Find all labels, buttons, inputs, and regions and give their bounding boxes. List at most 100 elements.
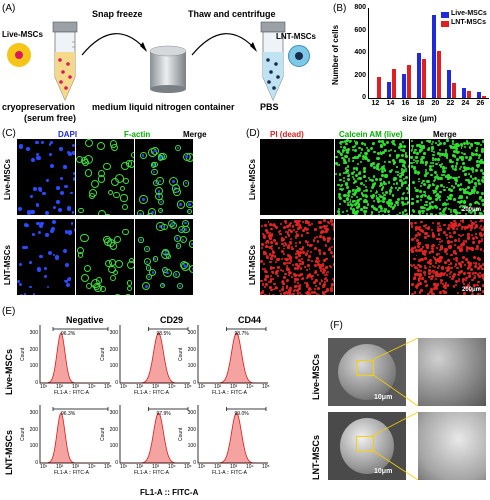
bar-live-22	[447, 69, 452, 98]
cryo-tube-icon	[52, 21, 78, 101]
x-tick-label: 10⁴	[88, 464, 96, 470]
bar-live-16	[402, 74, 407, 98]
c-image-r0-c1	[76, 139, 134, 215]
y-tick-label: 400	[354, 49, 366, 56]
y-tick-label: 200	[109, 426, 118, 433]
d-scale-bottom: 200μm	[462, 287, 482, 293]
x-tick-label: 10⁵	[184, 384, 192, 390]
y-tick-label: 100	[109, 443, 118, 450]
x-tick-label: 10⁴	[246, 384, 254, 390]
x-tick-label: 10⁴	[88, 384, 96, 390]
c-scale-bottom: 50μm	[218, 287, 234, 293]
panel-label-f: (F)	[330, 320, 343, 331]
histogram-axis-caption: FL1-A :: FITC-A	[134, 470, 170, 476]
y-tick-label: 100	[187, 443, 196, 450]
x-tick-label: 10⁵	[262, 384, 270, 390]
live-msc-nucleus-icon	[15, 51, 23, 59]
c-header-dapi: DAPI	[58, 130, 78, 139]
d-image-r1-c0	[260, 219, 334, 295]
thaw-centrifuge-label: Thaw and centrifuge	[188, 9, 276, 19]
legend-swatch	[441, 21, 449, 27]
e-header-negative: Negative	[66, 315, 104, 325]
gate-percent: 98.7%	[234, 331, 249, 337]
f-scale-bottom: 10μm	[374, 468, 393, 475]
y-tick-label: 600	[354, 26, 366, 34]
gate-percent: 98.5%	[156, 331, 171, 337]
f-scale-top: 10μm	[374, 394, 393, 401]
flow-histogram-r1-c0	[39, 405, 110, 464]
bar-lnt-14	[391, 68, 396, 98]
y-tick-label: 300	[187, 330, 196, 336]
d-image-r1-c1	[335, 219, 409, 295]
flow-histogram-r0-c0	[39, 325, 110, 384]
x-tick-label: 16	[401, 100, 410, 107]
gate-percent: 99.0%	[234, 411, 249, 417]
x-tick-label: 10³	[152, 464, 160, 470]
x-tick-label: 14	[386, 100, 395, 107]
histogram-axis-caption: FL1-A :: FITC-A	[54, 390, 90, 396]
bar-lnt-18	[421, 58, 426, 98]
d-image-r1-c2	[410, 219, 484, 295]
cryopreservation-caption: cryopreservation	[2, 102, 76, 112]
x-tick-label: 10³	[72, 384, 80, 390]
d-header-merge: Merge	[433, 130, 457, 139]
y-tick-label: 0	[193, 380, 196, 386]
gate-percent: 96.2%	[61, 331, 76, 337]
legend-label: Live-MSCs	[451, 10, 487, 17]
x-tick-label: 10¹	[198, 384, 206, 390]
bar-lnt-26	[481, 95, 486, 98]
flow-histogram-r1-c2	[197, 405, 268, 464]
x-tick-label: 10¹	[120, 384, 128, 390]
y-tick-label: 200	[354, 71, 366, 79]
x-tick-label: 10²	[56, 464, 64, 470]
thaw-arrow	[191, 33, 257, 56]
x-tick-label: 18	[416, 100, 425, 107]
c-scale-top: 50μm	[218, 207, 234, 213]
panel-label-d: (D)	[246, 128, 260, 139]
e-header-cd29: CD29	[160, 315, 184, 325]
x-tick-label: 10⁵	[104, 464, 112, 470]
bar-lnt-22	[451, 83, 456, 98]
histogram-axis-caption: FL1-A :: FITC-A	[212, 390, 248, 396]
c-image-r0-c2	[135, 139, 193, 215]
snap-freeze-label: Snap freeze	[92, 9, 143, 19]
y-tick-label: 800	[354, 4, 366, 11]
y-tick-label: 0	[35, 380, 38, 386]
d-image-r0-c2	[410, 139, 484, 215]
flow-histogram-r0-c1	[119, 325, 190, 384]
panel-label-e: (E)	[2, 306, 16, 317]
x-tick-label: 20	[431, 100, 440, 107]
lnt-msc-nucleus-icon	[295, 52, 303, 60]
d-header-calcein: Calcein AM (live)	[339, 130, 403, 139]
y-tick-label: 200	[187, 346, 196, 353]
bar-lnt-16	[406, 65, 411, 98]
x-tick-label: 10²	[136, 384, 144, 390]
d-scale-top: 200μm	[462, 207, 482, 213]
x-tick-label: 22	[446, 100, 455, 107]
y-tick-label: 200	[29, 346, 38, 353]
c-image-r1-c2	[135, 219, 193, 295]
c-header-factin: F-actin	[124, 130, 151, 139]
d-header-pi: PI (dead)	[270, 130, 304, 139]
x-tick-label: 10²	[214, 464, 222, 470]
x-tick-label: 10⁵	[262, 464, 270, 470]
d-image-r0-c1	[335, 139, 409, 215]
bar-lnt-20	[436, 50, 441, 98]
x-tick-label: 10⁴	[168, 384, 176, 390]
y-tick-label: 0	[115, 380, 118, 386]
e-header-cd44: CD44	[238, 315, 262, 325]
y-tick-label: 100	[187, 363, 196, 370]
bar-live-18	[417, 53, 422, 98]
x-tick-label: 10³	[230, 464, 238, 470]
bar-lnt-24	[466, 91, 471, 98]
y-tick-label: 300	[109, 330, 118, 336]
histogram-axis-caption: FL1-A :: FITC-A	[54, 470, 90, 476]
pbs-caption: PBS	[260, 102, 279, 112]
x-tick-label: 10²	[136, 464, 144, 470]
y-tick-label: 300	[29, 330, 38, 336]
flow-histogram-r0-c2	[197, 325, 268, 384]
bar-live-14	[387, 82, 392, 98]
x-tick-label: 24	[461, 100, 470, 107]
histogram-axis-caption: FL1-A :: FITC-A	[212, 470, 248, 476]
y-tick-label: 200	[29, 426, 38, 433]
